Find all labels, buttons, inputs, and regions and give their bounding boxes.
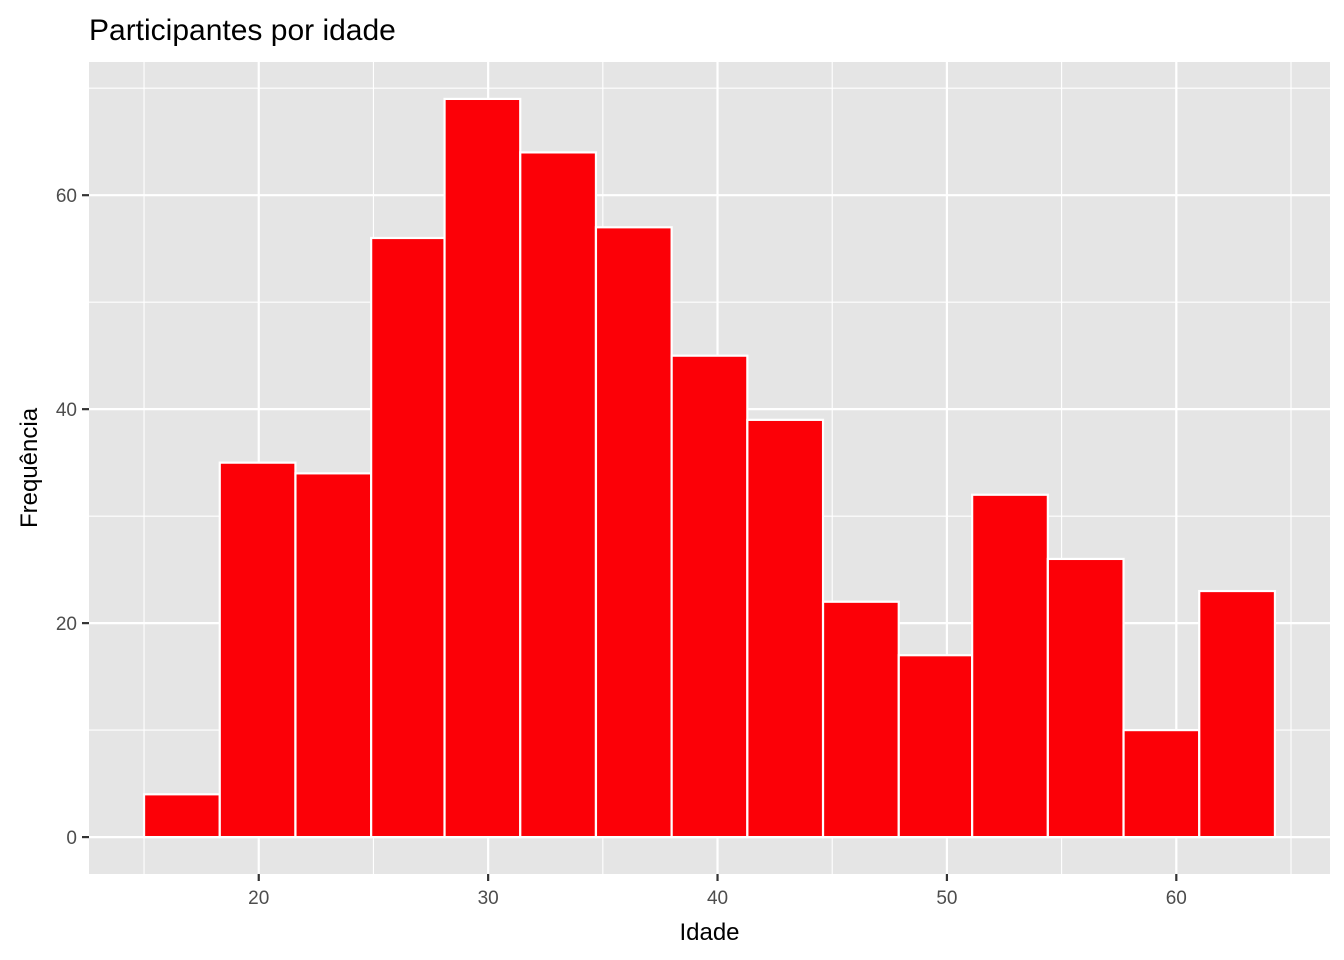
y-axis: 0 20 40 60 [56,186,89,849]
histogram-bar [443,97,522,839]
chart-title: Participantes por idade [89,14,396,47]
y-tick-label: 20 [56,614,77,635]
x-tick-label: 40 [707,888,728,909]
x-tick-label: 60 [1166,888,1187,909]
x-axis-title: Idade [679,919,739,946]
histogram-bar [746,418,825,839]
x-tick-label: 50 [936,888,957,909]
histogram-bar [670,354,749,839]
histogram-bar [1198,589,1277,839]
histogram-bar [897,654,974,839]
y-axis-title: Frequência [16,407,43,528]
histogram-bar [294,472,373,839]
histogram-bar [1046,557,1125,839]
histogram-bar [142,793,221,839]
y-tick-label: 0 [66,828,77,849]
x-axis: 20 30 40 50 60 [248,874,1187,909]
histogram-bar [971,493,1049,839]
y-tick-label: 40 [56,400,77,421]
histogram-bar [821,600,900,839]
histogram-bar [594,226,673,839]
histogram-bar [1122,729,1201,839]
x-tick-label: 20 [248,888,269,909]
x-tick-label: 30 [478,888,499,909]
histogram-bar [218,461,297,839]
histogram-bar [370,236,446,839]
histogram-bar [519,151,598,839]
y-tick-label: 60 [56,186,77,207]
histogram-bars [142,97,1277,839]
